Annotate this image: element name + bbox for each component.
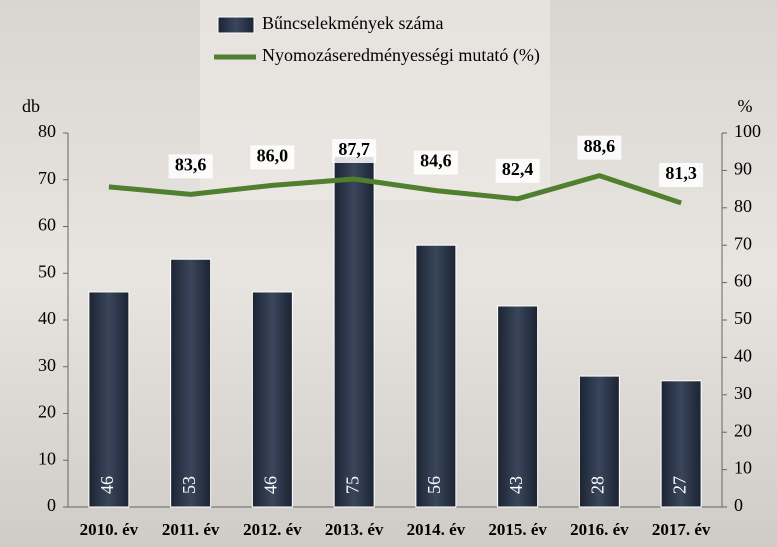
value-label-box: [250, 145, 295, 170]
y2-tick-label: 10: [734, 458, 752, 478]
y-tick-label: 10: [38, 448, 56, 468]
y2-tick-label: 90: [734, 159, 752, 179]
bar-value-label: 75: [342, 476, 362, 494]
y2-axis-label: %: [738, 96, 753, 116]
line-value-label: 86,0: [257, 145, 289, 165]
bar-value-label: 46: [97, 476, 117, 494]
x-tick-label: 2012. év: [243, 520, 302, 539]
y-tick-label: 30: [38, 355, 56, 375]
value-label-box: [659, 162, 704, 187]
bar-value-label: 27: [669, 476, 689, 494]
value-label-box: [413, 150, 458, 175]
line-value-label: 83,6: [175, 154, 207, 174]
value-label-box: [168, 154, 213, 179]
line-value-label: 87,7: [338, 139, 370, 159]
y2-tick-label: 40: [734, 346, 752, 366]
x-tick-label: 2010. év: [80, 520, 139, 539]
legend-swatch: [217, 16, 255, 34]
value-label-box: [332, 139, 377, 164]
legend-label: Nyomozáseredményességi mutató (%): [262, 45, 540, 66]
y-tick-label: 20: [38, 402, 56, 422]
legend-label: Bűncselekmények száma: [262, 13, 443, 33]
bar: [415, 244, 457, 508]
y-tick-label: 80: [38, 121, 56, 141]
line-value-label: 82,4: [502, 159, 534, 179]
x-tick-label: 2016. év: [570, 520, 629, 539]
y2-tick-label: 70: [734, 233, 752, 253]
value-label-box: [577, 135, 622, 160]
line: [108, 173, 682, 206]
bar-value-label: 53: [179, 476, 199, 494]
line-value-label: 88,6: [584, 136, 616, 156]
bar: [251, 291, 293, 508]
x-tick-label: 2015. év: [488, 520, 547, 539]
value-label-box: [495, 158, 540, 183]
bar: [333, 155, 375, 508]
y-tick-label: 0: [47, 495, 56, 515]
y2-tick-label: 80: [734, 196, 752, 216]
bar-value-label: 43: [506, 476, 526, 494]
y2-tick-label: 30: [734, 383, 752, 403]
y2-tick-label: 20: [734, 420, 752, 440]
y2-tick-label: 100: [734, 121, 761, 141]
bar-value-label: 46: [261, 476, 281, 494]
x-tick-label: 2017. év: [652, 520, 711, 539]
y2-tick-label: 50: [734, 308, 752, 328]
y-tick-label: 40: [38, 308, 56, 328]
bar-value-label: 56: [424, 476, 444, 494]
bar: [660, 380, 702, 508]
bar-value-label: 28: [588, 476, 608, 494]
y-tick-label: 50: [38, 261, 56, 281]
y-tick-label: 60: [38, 215, 56, 235]
x-tick-label: 2011. év: [162, 520, 220, 539]
bar: [497, 305, 539, 508]
x-tick-label: 2013. év: [325, 520, 384, 539]
y2-tick-label: 60: [734, 271, 752, 291]
x-tick-label: 2014. év: [407, 520, 466, 539]
y2-tick-label: 0: [734, 495, 743, 515]
bar: [578, 375, 620, 508]
line-value-label: 84,6: [420, 151, 452, 171]
y-axis-label: db: [22, 96, 40, 116]
bar: [88, 291, 130, 508]
bar: [170, 258, 212, 508]
line-value-label: 81,3: [665, 163, 697, 183]
y-tick-label: 70: [38, 168, 56, 188]
